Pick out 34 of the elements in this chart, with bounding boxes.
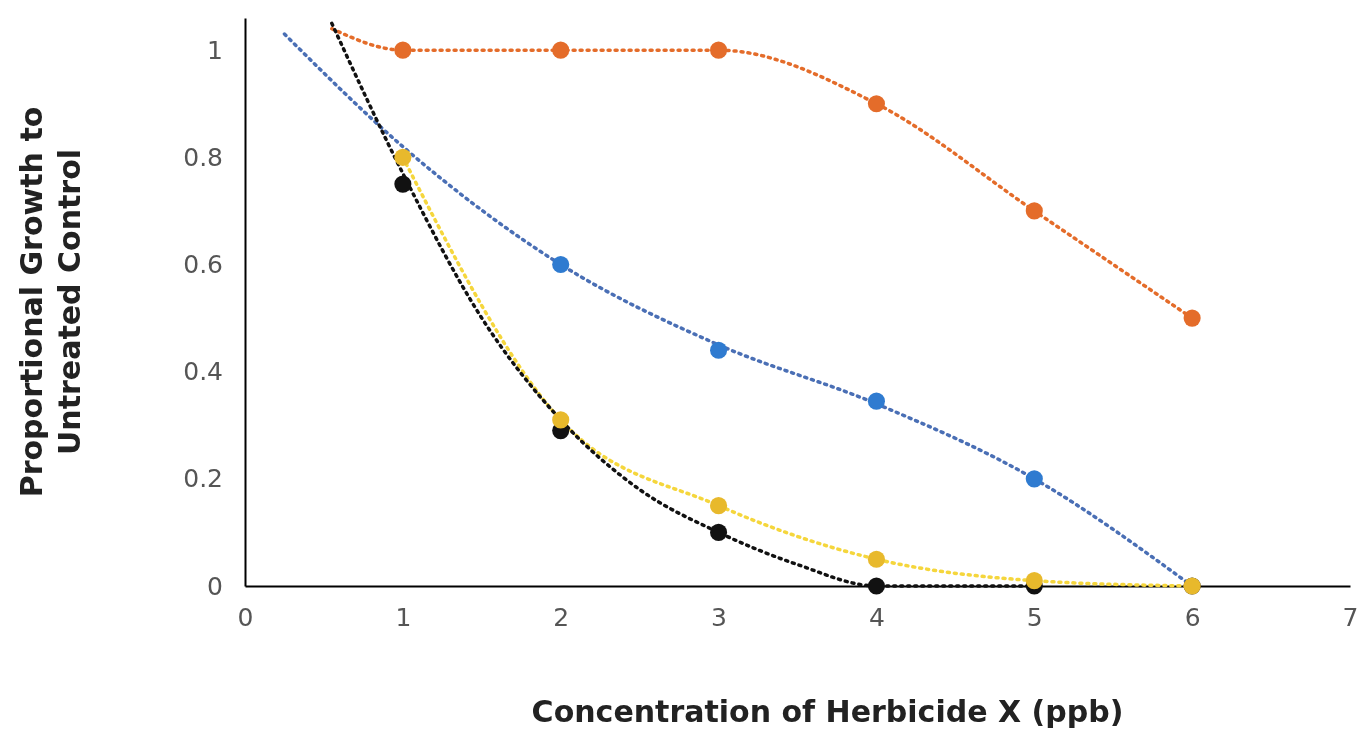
y-tick-label: 0.8 xyxy=(183,142,223,172)
y-axis-title: Proportional Growth to Untreated Control xyxy=(14,106,87,498)
x-tick-label: 5 xyxy=(1026,602,1043,632)
x-tick-label: 6 xyxy=(1184,602,1201,632)
y-tick-label: 0.4 xyxy=(183,357,223,387)
x-tick-label: 2 xyxy=(553,602,570,632)
point xyxy=(710,341,728,359)
point xyxy=(710,523,728,541)
point xyxy=(1025,470,1043,488)
y-tick-label: 0.2 xyxy=(183,464,223,494)
point xyxy=(867,550,885,568)
point xyxy=(394,41,412,59)
x-tick-label: 4 xyxy=(868,602,885,632)
point xyxy=(552,411,570,429)
x-tick-label: 3 xyxy=(711,602,728,632)
point xyxy=(552,41,570,59)
y-tick-label: 0.6 xyxy=(183,249,223,279)
point xyxy=(867,392,885,410)
y-tick-label: 1 xyxy=(207,35,223,65)
point xyxy=(1183,309,1201,327)
x-tick-label: 7 xyxy=(1342,602,1359,632)
point xyxy=(710,497,728,515)
point xyxy=(394,175,412,193)
point xyxy=(867,95,885,113)
y-tick-label: 0 xyxy=(207,571,223,601)
x-tick-label: 1 xyxy=(395,602,412,632)
point xyxy=(1025,572,1043,590)
point xyxy=(867,577,885,595)
point xyxy=(552,255,570,274)
point xyxy=(394,148,412,166)
point xyxy=(710,41,728,59)
x-tick-label: 0 xyxy=(237,602,254,632)
x-axis-title: Concentration of Herbicide X (ppb) xyxy=(531,694,1124,729)
point xyxy=(1025,202,1043,220)
